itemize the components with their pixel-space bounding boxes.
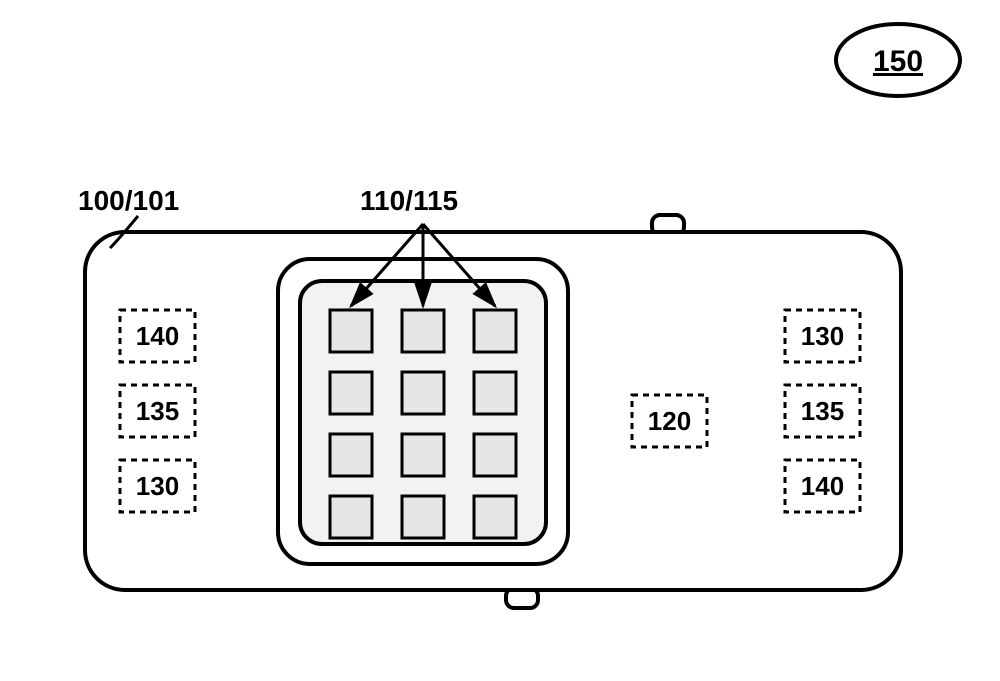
vehicle-label: 100/101 <box>78 185 179 216</box>
component-box-label: 140 <box>801 471 844 501</box>
component-box-label: 120 <box>648 406 691 436</box>
sensor-cell <box>402 310 444 352</box>
sensor-cell <box>330 372 372 414</box>
diagram-canvas: 150 100/101 110/115 140 135 130 120 130 135 140 <box>0 0 1000 676</box>
sensor-grid-label: 110/115 <box>360 185 458 216</box>
sensor-cell <box>330 434 372 476</box>
component-box-label: 130 <box>136 471 179 501</box>
sensor-cell <box>330 310 372 352</box>
sensor-cell <box>474 310 516 352</box>
sensor-cell <box>402 496 444 538</box>
sensor-cell <box>330 496 372 538</box>
component-box-label: 140 <box>136 321 179 351</box>
sensor-cell <box>474 372 516 414</box>
sensor-cell <box>402 372 444 414</box>
component-box-label: 135 <box>801 396 844 426</box>
sensor-cell <box>474 434 516 476</box>
component-box-label: 135 <box>136 396 179 426</box>
component-box-label: 130 <box>801 321 844 351</box>
sensor-cell <box>474 496 516 538</box>
figure-number-label: 150 <box>873 45 923 78</box>
sensor-cell <box>402 434 444 476</box>
